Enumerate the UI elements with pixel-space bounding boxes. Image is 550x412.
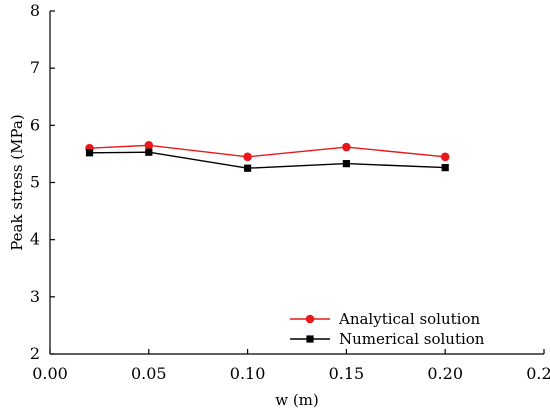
legend-label: Numerical solution [339, 330, 485, 348]
data-point [440, 152, 450, 162]
data-point [441, 164, 449, 172]
y-tick-label: 6 [30, 115, 40, 134]
legend-swatch-marker [305, 314, 315, 324]
x-axis-label: w (m) [275, 391, 319, 409]
series-0 [85, 141, 450, 162]
legend: Analytical solution Numerical solution [290, 310, 485, 348]
data-point [145, 148, 153, 156]
series-line [89, 144, 446, 158]
x-ticks: 0.00 0.05 0.10 0.15 0.20 0.25 [32, 349, 550, 383]
legend-item: Numerical solution [290, 330, 485, 348]
legend-swatch-marker [306, 335, 314, 343]
x-tick-label: 0.00 [32, 364, 68, 383]
data-point [85, 149, 94, 157]
x-tick-label: 0.20 [427, 364, 463, 383]
series-layer [85, 141, 450, 172]
x-tick-label: 0.05 [131, 364, 167, 383]
data-point [144, 141, 154, 150]
data-point [244, 164, 252, 172]
y-tick-label: 4 [30, 230, 40, 249]
data-point [243, 152, 252, 162]
y-tick-label: 8 [30, 1, 40, 20]
y-ticks: 2 3 4 5 6 7 8 [30, 1, 55, 363]
legend-item: Analytical solution [290, 310, 480, 328]
y-tick-label: 5 [30, 173, 40, 192]
legend-label: Analytical solution [338, 310, 480, 328]
y-tick-label: 7 [30, 58, 40, 77]
x-tick-label: 0.25 [526, 364, 550, 383]
x-tick-label: 0.15 [329, 364, 365, 383]
y-tick-label: 2 [30, 344, 40, 363]
x-tick-label: 0.10 [230, 364, 266, 383]
y-tick-label: 3 [30, 287, 40, 306]
y-axis-label: Peak stress (MPa) [8, 114, 26, 250]
data-point [342, 160, 350, 168]
data-point [342, 142, 351, 152]
axes [49, 11, 544, 355]
series-1 [85, 148, 449, 172]
